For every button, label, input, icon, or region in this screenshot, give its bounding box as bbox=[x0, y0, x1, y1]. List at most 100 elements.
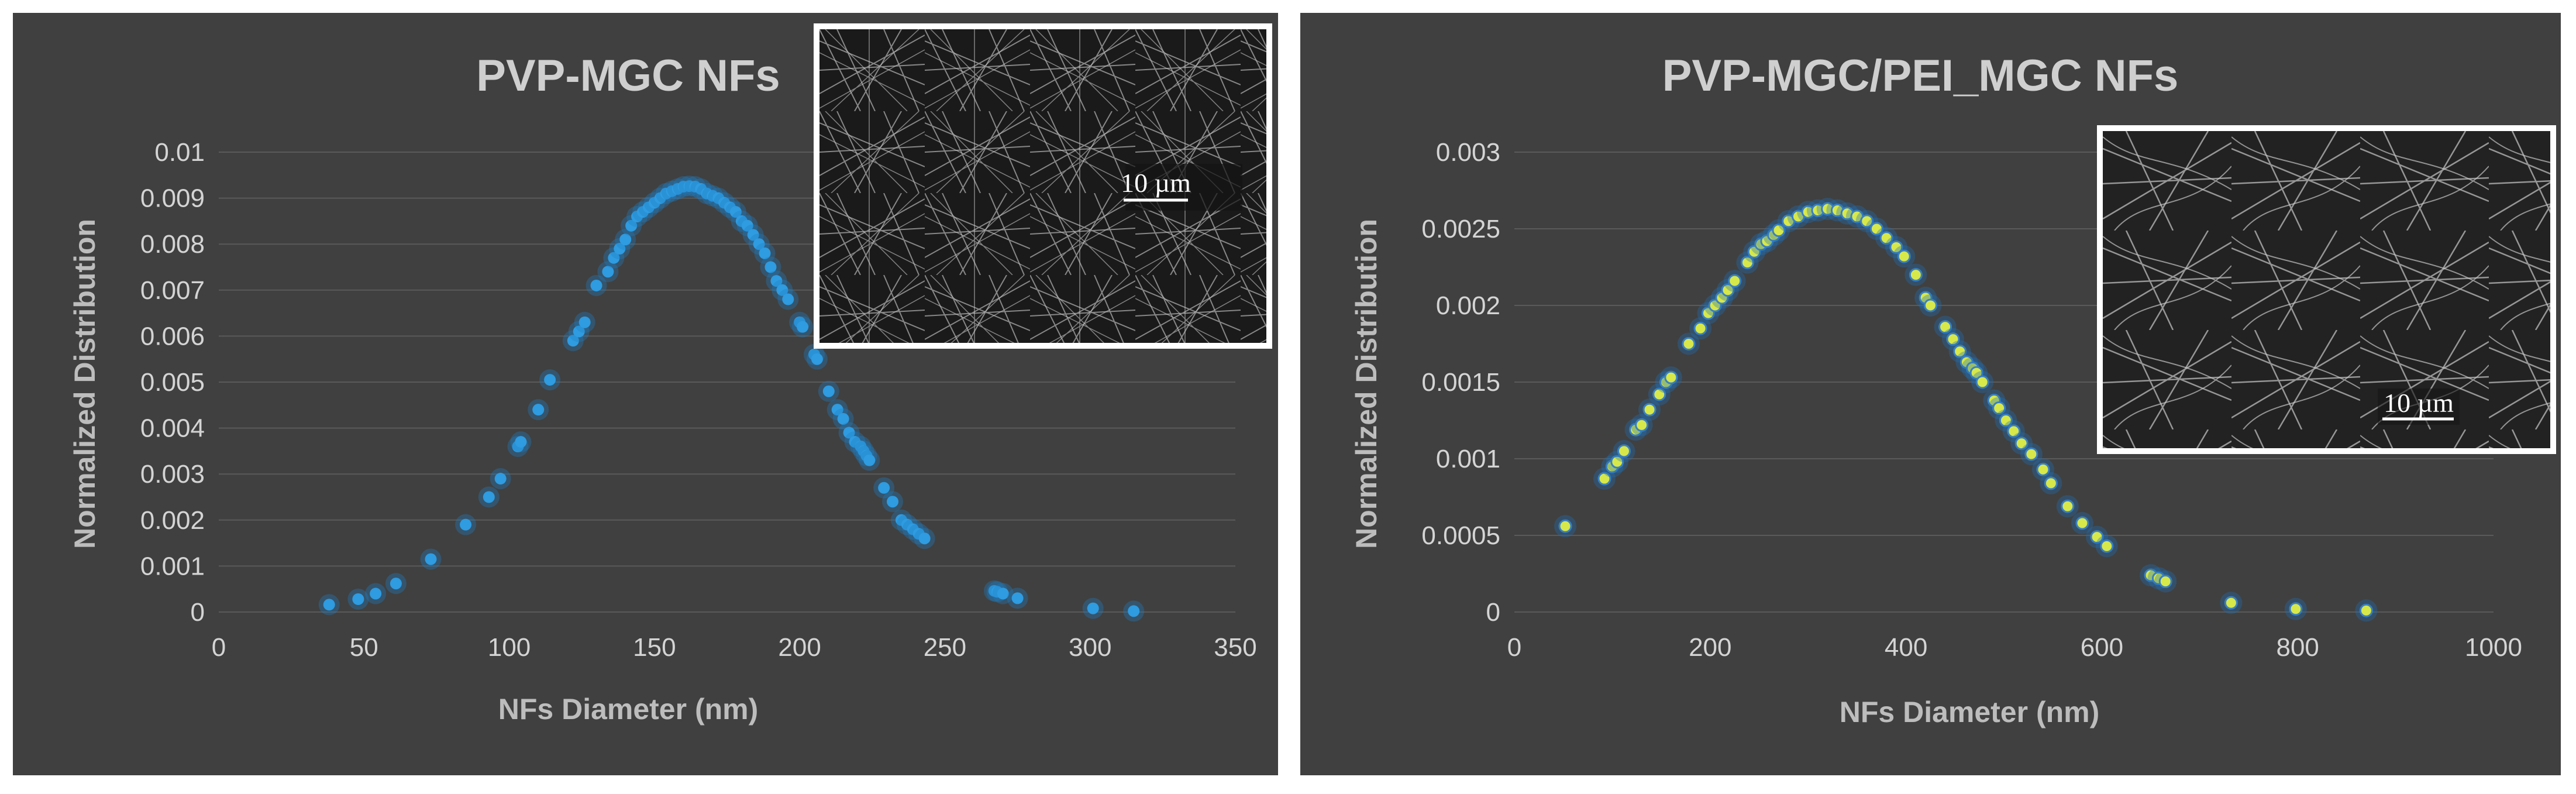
data-point-marker bbox=[741, 219, 753, 232]
data-point bbox=[2355, 599, 2378, 622]
data-point-marker bbox=[843, 427, 855, 439]
data-point-marker bbox=[782, 293, 794, 305]
data-point bbox=[2002, 420, 2025, 442]
fiber-texture bbox=[2103, 131, 2550, 448]
data-point-marker bbox=[1897, 249, 1911, 263]
y-axis-title: Normalized Distribution bbox=[68, 219, 101, 549]
data-point bbox=[574, 311, 595, 333]
data-point-marker bbox=[602, 266, 614, 278]
data-point-marker bbox=[764, 261, 777, 273]
data-point bbox=[2031, 458, 2054, 481]
x-tick-label: 0 bbox=[212, 633, 226, 662]
y-tick-label: 0.008 bbox=[140, 230, 205, 259]
data-point bbox=[914, 528, 935, 549]
data-point-marker bbox=[567, 335, 579, 347]
chart-panel-right: PVP-MGC/PEI_MGC NFs 0 0.0005 0.001 0.0015 0.… bbox=[1300, 13, 2561, 775]
chart-title: PVP-MGC/PEI_MGC NFs bbox=[1662, 51, 2179, 101]
y-tick-label: 0.0025 bbox=[1421, 215, 1500, 243]
y-tick-label: 0.0005 bbox=[1421, 521, 1500, 550]
data-point-marker bbox=[753, 238, 765, 250]
data-point-marker bbox=[822, 385, 835, 397]
data-point bbox=[792, 316, 814, 338]
data-point bbox=[1007, 587, 1028, 609]
data-point-marker bbox=[323, 599, 335, 611]
data-point-marker bbox=[573, 325, 585, 338]
data-point bbox=[1554, 515, 1577, 538]
data-point-marker bbox=[837, 413, 849, 425]
data-point-marker bbox=[1975, 375, 1989, 389]
data-point-marker bbox=[590, 279, 602, 291]
data-point bbox=[615, 229, 636, 250]
x-tick-label: 50 bbox=[350, 633, 378, 662]
data-point bbox=[318, 594, 340, 616]
y-tick-label: 0.002 bbox=[140, 506, 205, 535]
data-point-marker bbox=[515, 436, 527, 448]
data-point-marker bbox=[770, 275, 783, 287]
data-point-marker bbox=[425, 553, 437, 565]
data-point bbox=[2220, 592, 2243, 614]
data-point-marker bbox=[1869, 222, 1883, 236]
data-point-marker bbox=[544, 374, 556, 386]
data-point-marker bbox=[1992, 401, 2006, 415]
data-point-marker bbox=[1635, 418, 1649, 432]
data-point-marker bbox=[1721, 283, 1735, 297]
x-axis-title: NFs Diameter (nm) bbox=[1840, 696, 2100, 728]
data-point bbox=[1659, 366, 1682, 389]
data-point bbox=[1971, 371, 1994, 393]
data-point-marker bbox=[831, 404, 843, 416]
data-point-marker bbox=[2224, 596, 2238, 610]
data-point-marker bbox=[2075, 516, 2089, 530]
data-point-marker bbox=[1860, 214, 1874, 228]
chart-title: PVP-MGC NFs bbox=[476, 51, 780, 101]
data-point-marker bbox=[1597, 472, 1611, 486]
data-point bbox=[806, 348, 828, 370]
data-point-marker bbox=[797, 321, 809, 333]
x-tick-label: 200 bbox=[1689, 633, 1731, 662]
data-point-marker bbox=[1969, 366, 1983, 380]
data-point bbox=[2154, 570, 2177, 593]
x-tick-labels: 0 200 400 600 800 1000 bbox=[1507, 633, 2522, 662]
y-tick-label: 0.004 bbox=[140, 414, 205, 443]
x-tick-label: 350 bbox=[1214, 633, 1256, 662]
data-point-marker bbox=[2036, 462, 2050, 476]
data-point-marker bbox=[1664, 370, 1678, 384]
data-point-marker bbox=[1953, 345, 1967, 359]
data-point-marker bbox=[1087, 602, 1099, 614]
data-point-marker bbox=[614, 243, 626, 255]
y-tick-label: 0.003 bbox=[1436, 138, 1500, 167]
data-point-marker bbox=[2090, 530, 2104, 544]
x-axis-title: NFs Diameter (nm) bbox=[498, 693, 759, 726]
data-point-marker bbox=[2024, 447, 2038, 461]
data-point bbox=[754, 242, 776, 264]
data-point bbox=[1905, 263, 1927, 286]
data-point-marker bbox=[1999, 414, 2013, 427]
data-point-marker bbox=[1558, 519, 1572, 533]
scatter-chart-left: PVP-MGC NFs 0 0.001 0.002 0.003 0.004 0.005 0.… bbox=[68, 51, 1257, 726]
data-point bbox=[347, 588, 369, 610]
data-point bbox=[1593, 468, 1616, 490]
data-point-marker bbox=[532, 404, 545, 416]
sem-inset-image: 10 µm bbox=[2097, 125, 2556, 454]
sem-inset-image: 10 µm bbox=[814, 23, 1272, 349]
data-point bbox=[385, 573, 407, 594]
data-point bbox=[478, 486, 500, 508]
data-point-marker bbox=[619, 233, 632, 246]
data-point-marker bbox=[352, 593, 364, 605]
y-tick-label: 0.002 bbox=[1436, 291, 1500, 320]
data-point bbox=[1648, 383, 1671, 405]
data-point-marker bbox=[1923, 298, 1937, 312]
data-point-marker bbox=[1909, 268, 1923, 282]
data-point-marker bbox=[2044, 476, 2058, 490]
data-point-marker bbox=[2158, 575, 2172, 589]
x-tick-label: 800 bbox=[2276, 633, 2319, 662]
data-point-marker bbox=[1946, 332, 1960, 346]
y-tick-labels: 0 0.001 0.002 0.003 0.004 0.005 0.006 0.007 0.00… bbox=[140, 138, 205, 627]
data-point bbox=[2056, 495, 2079, 518]
y-tick-label: 0.001 bbox=[140, 552, 205, 580]
data-point bbox=[1677, 332, 1700, 355]
data-point bbox=[832, 408, 854, 429]
y-tick-label: 0.01 bbox=[154, 138, 205, 167]
data-point-marker bbox=[997, 587, 1009, 600]
data-points bbox=[1554, 197, 2378, 622]
data-point-marker bbox=[863, 454, 876, 466]
